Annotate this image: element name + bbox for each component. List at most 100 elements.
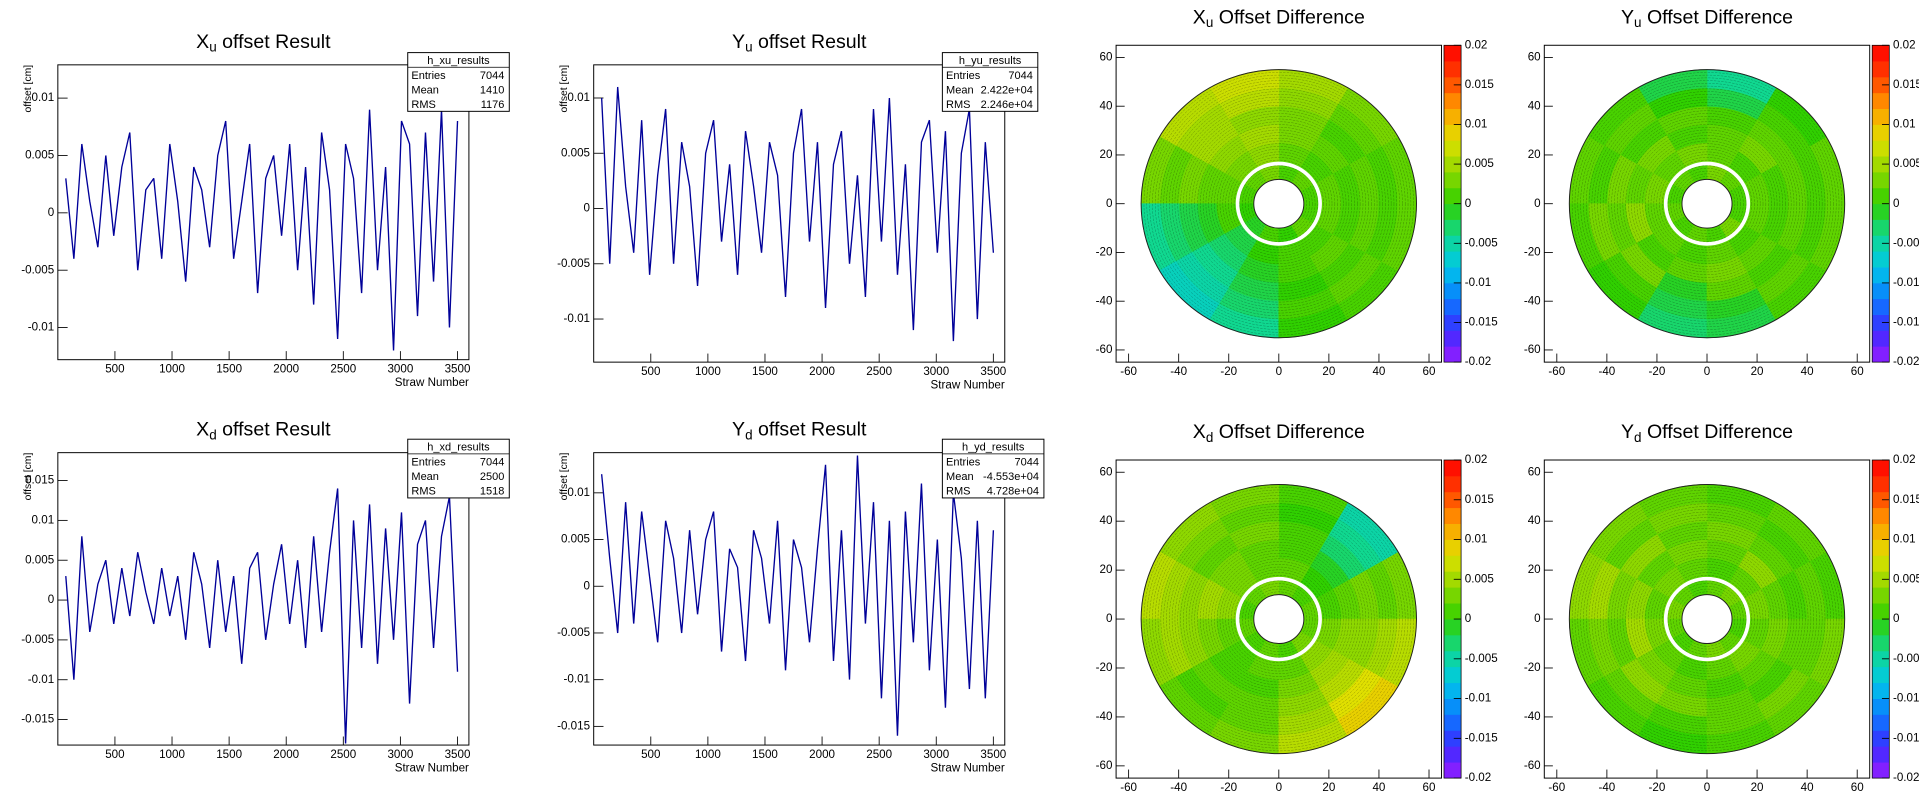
title-rest: offset Result bbox=[753, 31, 867, 53]
colorbar-band bbox=[1872, 330, 1890, 347]
y-tick-label: 0 bbox=[1106, 612, 1112, 625]
colorbar-label: 0.005 bbox=[1893, 572, 1919, 585]
straw-ring bbox=[1605, 105, 1809, 303]
title-subscript: u bbox=[1206, 15, 1213, 30]
straw-ring bbox=[1188, 116, 1369, 292]
x-tick-label: 3500 bbox=[445, 363, 471, 376]
colorbar-band bbox=[1872, 92, 1890, 110]
x-tick-label: -20 bbox=[1649, 365, 1666, 378]
colorbar-label: 0.01 bbox=[1893, 118, 1916, 131]
colorbar-label: -0.02 bbox=[1893, 355, 1919, 368]
colorbar-band bbox=[1872, 460, 1890, 477]
y-axis-label: offset [cm] bbox=[23, 65, 34, 113]
straw-ring bbox=[1214, 555, 1344, 683]
stats-key: Mean bbox=[946, 84, 974, 96]
straw-ring bbox=[1171, 99, 1386, 308]
x-tick-label: 20 bbox=[1751, 365, 1764, 378]
straw-ring bbox=[1211, 137, 1347, 270]
x-tick-label: 2500 bbox=[866, 748, 892, 761]
inner-hole bbox=[1253, 594, 1305, 645]
x-tick-label: 2500 bbox=[330, 363, 356, 376]
colorbar-band bbox=[1872, 539, 1890, 556]
title-rest: Offset Difference bbox=[1213, 421, 1365, 443]
y-tick-label: -0.01 bbox=[564, 673, 590, 686]
straw-ring bbox=[1591, 506, 1823, 732]
straw-ring bbox=[1197, 124, 1361, 284]
colorbar-band bbox=[1443, 219, 1462, 236]
y-tick-label: 0.015 bbox=[25, 474, 54, 487]
straw-ring bbox=[1146, 489, 1412, 749]
colorbar-label: 0.02 bbox=[1465, 453, 1488, 466]
straw-ring bbox=[1157, 500, 1400, 738]
title-main: X bbox=[196, 31, 209, 53]
straw-ring bbox=[1225, 151, 1333, 256]
stats-name: h_yd_results bbox=[962, 442, 1025, 454]
colorbar-band bbox=[1872, 314, 1890, 331]
colorbar-band bbox=[1872, 523, 1890, 540]
x-tick-label: -40 bbox=[1170, 781, 1187, 794]
colorbar-band bbox=[1872, 714, 1890, 731]
straw-ring bbox=[1245, 586, 1313, 653]
colorbar-label: -0.02 bbox=[1893, 771, 1919, 784]
colorbar-label: -0.015 bbox=[1465, 316, 1498, 329]
colorbar-band bbox=[1443, 539, 1462, 556]
straw-ring bbox=[1239, 580, 1319, 658]
straw-ring bbox=[1180, 107, 1378, 300]
straw-ring bbox=[1625, 539, 1789, 699]
straw-ring bbox=[1233, 159, 1324, 248]
stats-key: Entries bbox=[411, 456, 446, 468]
x-tick-label: 500 bbox=[105, 748, 124, 761]
straw-ring bbox=[1597, 511, 1817, 727]
straw-ring bbox=[1659, 572, 1755, 666]
straw-ring bbox=[1600, 99, 1814, 308]
colorbar-band bbox=[1872, 555, 1890, 572]
x-tick-label: 500 bbox=[641, 365, 660, 378]
colorbar-label: 0.005 bbox=[1465, 572, 1494, 585]
y-tick-label: 0.01 bbox=[567, 91, 590, 104]
colorbar-band bbox=[1872, 491, 1890, 509]
y-tick-label: -0.005 bbox=[557, 626, 590, 639]
x-tick-label: -20 bbox=[1220, 781, 1237, 794]
x-tick-label: 40 bbox=[1372, 781, 1385, 794]
x-axis-label: Straw Number bbox=[931, 761, 1005, 774]
stats-name: h_xu_results bbox=[427, 55, 490, 67]
straw-ring bbox=[1183, 525, 1375, 713]
straw-ring bbox=[1608, 107, 1806, 300]
colorbar-band bbox=[1872, 666, 1890, 684]
straw-ring bbox=[1185, 528, 1372, 710]
straw-ring bbox=[1611, 110, 1803, 297]
colorbar-band bbox=[1872, 507, 1890, 524]
title-rest: Offset Difference bbox=[1642, 421, 1794, 443]
colorbar-label: -0.005 bbox=[1465, 652, 1498, 665]
straw-ring bbox=[1667, 165, 1747, 243]
chart-title: Xu offset Result bbox=[196, 31, 331, 54]
x-tick-label: 3000 bbox=[923, 365, 949, 378]
straw-ring bbox=[1146, 74, 1412, 333]
colorbar-label: 0.02 bbox=[1893, 38, 1916, 51]
colorbar-label: -0.005 bbox=[1893, 652, 1919, 665]
colorbar-band bbox=[1443, 61, 1462, 78]
straw-ring bbox=[1174, 102, 1383, 306]
y-tick-label: 0 bbox=[48, 206, 54, 219]
x-tick-label: 2000 bbox=[809, 365, 835, 378]
straw-ring bbox=[1247, 173, 1310, 234]
straw-ring bbox=[1611, 525, 1803, 713]
colorbar-band bbox=[1443, 267, 1462, 284]
title-subscript: d bbox=[1206, 430, 1213, 445]
colorbar-band bbox=[1872, 156, 1890, 173]
y-tick-label: -40 bbox=[1096, 294, 1113, 307]
chart-title: Yd offset Result bbox=[732, 419, 867, 442]
title-subscript: d bbox=[745, 427, 752, 442]
stats-value: 7044 bbox=[480, 70, 504, 82]
colorbar-band bbox=[1443, 603, 1462, 620]
straw-ring bbox=[1622, 121, 1792, 286]
outer-edge bbox=[1568, 69, 1846, 339]
straw-ring bbox=[1200, 542, 1358, 697]
x-tick-label: 1500 bbox=[216, 363, 242, 376]
title-subscript: d bbox=[1634, 430, 1641, 445]
x-tick-label: 0 bbox=[1276, 781, 1282, 794]
straw-ring bbox=[1583, 83, 1831, 325]
colorbar-band bbox=[1872, 282, 1890, 300]
stats-key: RMS bbox=[946, 486, 970, 498]
colorbar-band bbox=[1443, 555, 1462, 572]
